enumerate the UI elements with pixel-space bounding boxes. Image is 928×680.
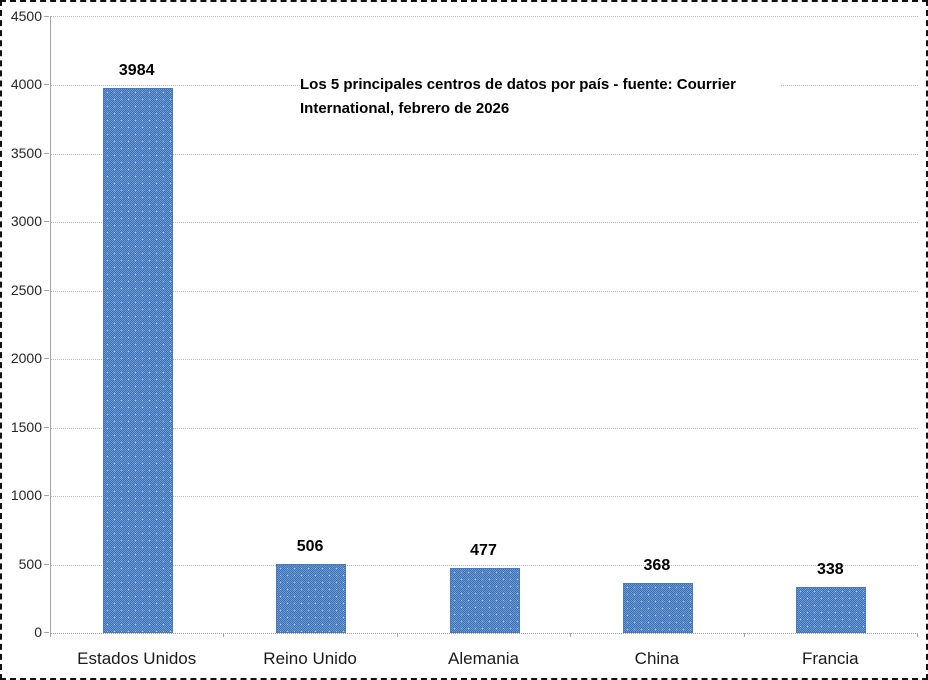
x-category-label-estados-unidos: Estados Unidos [77,649,197,668]
bar-value-label-estados-unidos: 3984 [118,61,155,79]
y-axis-tick [44,289,49,291]
y-axis-tick [44,358,49,360]
y-axis-tick [44,221,49,223]
x-axis-tick [223,633,225,637]
y-axis-label-4000: 4000 [10,76,42,93]
x-axis-tick [50,633,51,637]
y-axis-label-500: 500 [18,555,42,572]
y-axis-tick [44,563,49,565]
x-category-label-china: China [634,649,680,668]
y-axis-label-1500: 1500 [10,418,42,435]
x-axis-tick [396,633,398,637]
y-axis-tick [44,426,49,428]
y-axis-label-4500: 4500 [10,8,42,24]
gridline-2500 [51,290,918,292]
x-category-label-francia: Francia [801,649,859,668]
gridline-1500 [51,427,918,429]
x-axis-tick [917,633,918,637]
gridline-3000 [51,222,918,224]
y-axis-tick [44,495,49,497]
plot-area [50,16,918,634]
x-axis-tick [743,633,745,637]
y-axis-label-2000: 2000 [10,350,42,367]
gridline-3500 [51,153,918,155]
y-axis-tick [44,84,49,86]
y-axis-tick [44,152,49,154]
y-axis-label-2500: 2500 [10,281,42,298]
gridline-1000 [51,496,918,498]
y-axis-label-3500: 3500 [10,144,42,161]
bar-estados-unidos [102,87,173,633]
y-axis-tick [44,16,49,17]
bar-reino-unido [276,563,347,633]
y-axis-tick [44,632,49,633]
y-axis-label-3000: 3000 [10,213,42,230]
bar-value-label-china: 368 [643,556,671,574]
y-axis-label-1000: 1000 [10,487,42,504]
x-category-label-reino-unido: Reino Unido [263,649,357,668]
bar-value-label-alemania: 477 [470,541,497,559]
bar-francia [796,586,867,633]
x-category-label-alemania: Alemania [448,649,519,668]
bar-value-label-francia: 338 [816,560,844,578]
gridline-500 [51,564,918,566]
y-axis-label-0: 0 [34,624,42,640]
gridline-2000 [51,359,918,361]
bar-alemania [449,567,520,633]
bar-china [622,582,693,633]
chart-title: Los 5 principales centros de datos por p… [300,73,780,121]
x-axis-tick [570,633,572,637]
bar-value-label-reino-unido: 506 [296,537,324,555]
